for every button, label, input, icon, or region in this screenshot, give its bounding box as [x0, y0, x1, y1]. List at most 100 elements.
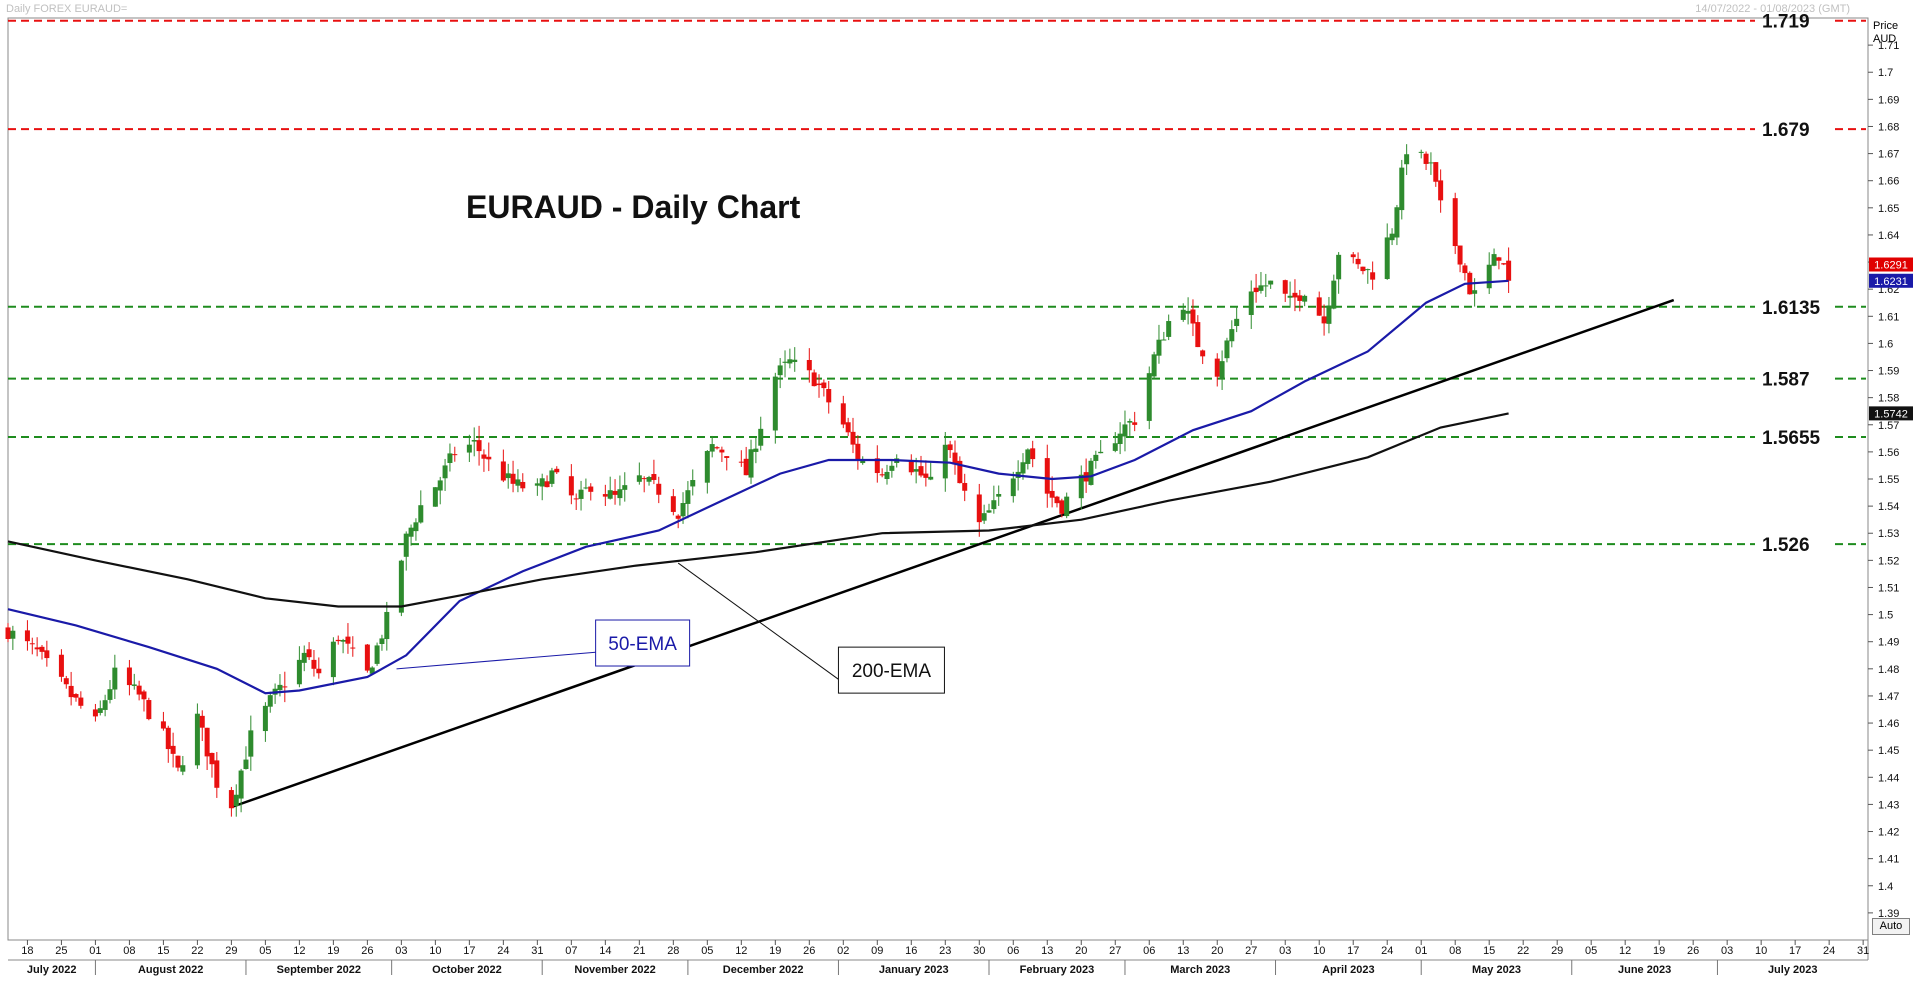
candle-body-94: [646, 477, 652, 482]
time-axis: 18 25 01 08 15 22 29 05 12 19 26 03 10 17 24 31 07 14 21 28…: [21, 940, 1869, 976]
candle-body-193: [1321, 316, 1327, 324]
candle-body-186: [1268, 280, 1274, 285]
50-ema-line: [7, 279, 1509, 695]
candle-body-188: [1287, 295, 1293, 298]
x-tick-label-2023-03-27: 27: [1245, 945, 1257, 957]
candle-body-197: [1350, 254, 1356, 258]
candle-body-16: [112, 667, 118, 690]
x-tick-label-2023-05-08: 08: [1449, 945, 1461, 957]
x-tick-label-2023-06-19: 19: [1653, 945, 1665, 957]
x-tick-label-2023-05-29: 29: [1551, 945, 1563, 957]
candle-body-73: [505, 473, 511, 479]
candle-body-81: [554, 468, 560, 473]
candle-body-58: [403, 533, 409, 557]
candle-body-171: [1166, 321, 1172, 337]
y-tick-label-1.46: 1.46: [1878, 718, 1899, 730]
instrument-header: Daily FOREX EURAUD=: [6, 3, 128, 15]
candle-body-129: [884, 471, 890, 480]
candle-body-166: [1132, 422, 1138, 425]
candle-body-19: [136, 685, 142, 695]
candle-body-23: [165, 727, 171, 750]
candle-body-164: [1122, 424, 1128, 437]
candle-body-70: [481, 454, 487, 459]
candle-body-101: [690, 480, 696, 487]
candle-body-100: [685, 490, 691, 504]
month-label-2022-09-01: September 2022: [277, 964, 361, 976]
candle-body-132: [908, 460, 914, 473]
candle-body-21: [146, 700, 152, 720]
y-tick-label-1.56: 1.56: [1878, 447, 1899, 459]
candle-body-69: [476, 440, 482, 452]
candle-body-174: [1190, 309, 1196, 324]
candle-body-32: [228, 790, 234, 809]
month-label-2023-03-01: March 2023: [1170, 964, 1230, 976]
candle-body-177: [1214, 358, 1220, 377]
candle-body-118: [811, 372, 817, 387]
candle-body-114: [782, 361, 788, 363]
candle-body-87: [602, 494, 608, 497]
badge-last: [1869, 257, 1913, 272]
price-axis: 1.39 1.4 1.41 1.42 1.43 1.44 1.45 1.46 1.47 1.48 1…: [1868, 40, 1899, 920]
x-tick-label-2022-08-22: 22: [191, 945, 203, 957]
x-tick-label-2022-12-12: 12: [735, 945, 747, 957]
badge-ema200: [1869, 406, 1913, 421]
candle-body-79: [544, 481, 550, 488]
candle-body-104: [714, 447, 720, 449]
candle-body-72: [500, 461, 506, 481]
x-tick-label-2023-01-02: 02: [837, 945, 849, 957]
candle-body-26: [180, 765, 186, 772]
candle-body-170: [1161, 339, 1167, 341]
x-tick-label-2023-07-31: 31: [1857, 945, 1869, 957]
candle-body-117: [806, 359, 812, 371]
x-tick-label-2023-07-24: 24: [1823, 945, 1835, 957]
candle-body-120: [821, 382, 827, 389]
y-tick-label-1.6: 1.6: [1878, 338, 1893, 350]
candle-body-141: [962, 482, 968, 491]
50-ema-callout-box: [595, 619, 691, 667]
candle-body-86: [588, 486, 594, 492]
candle-body-2: [24, 630, 30, 642]
candle-body-12: [92, 709, 98, 717]
x-tick-label-2023-02-20: 20: [1075, 945, 1087, 957]
candle-body-157: [1078, 474, 1084, 499]
month-label-2023-06-01: June 2023: [1618, 964, 1671, 976]
x-tick-label-2023-05-22: 22: [1517, 945, 1529, 957]
candle-body-97: [670, 496, 676, 512]
candle-body-91: [622, 485, 628, 490]
candle-body-66: [452, 454, 458, 456]
candle-body-29: [204, 727, 210, 757]
x-tick-label-2022-09-26: 26: [361, 945, 373, 957]
candle-body-219: [1496, 257, 1502, 261]
candle-body-212: [1452, 198, 1458, 247]
candle-body-145: [991, 500, 997, 510]
month-label-2023-02-01: February 2023: [1020, 964, 1095, 976]
candle-body-7: [58, 654, 64, 677]
y-tick-label-1.7: 1.7: [1878, 67, 1893, 79]
candle-body-184: [1258, 285, 1264, 291]
candle-body-160: [1093, 454, 1099, 461]
x-tick-label-2022-09-12: 12: [293, 945, 305, 957]
y-tick-label-1.39: 1.39: [1878, 908, 1899, 920]
level-label-1.5655: 1.5655: [1762, 428, 1821, 449]
candle-body-167: [1146, 373, 1152, 421]
candle-body-105: [719, 449, 725, 453]
x-tick-label-2022-10-03: 03: [395, 945, 407, 957]
candle-body-173: [1185, 310, 1191, 314]
candle-body-24: [170, 745, 176, 754]
candle-body-153: [1049, 490, 1055, 498]
candle-body-220: [1501, 263, 1507, 265]
candle-body-109: [748, 449, 754, 478]
candle-body-183: [1253, 287, 1259, 293]
candle-body-111: [758, 428, 764, 446]
candle-body-92: [636, 475, 642, 482]
candle-body-147: [1010, 478, 1016, 497]
x-tick-label-2023-01-23: 23: [939, 945, 951, 957]
auto-scale-button[interactable]: Auto: [1872, 918, 1910, 935]
candle-body-40: [277, 684, 283, 691]
candle-body-216: [1472, 290, 1478, 294]
candle-body-20: [141, 691, 147, 700]
y-tick-label-1.64: 1.64: [1878, 230, 1899, 242]
candle-body-213: [1457, 245, 1463, 265]
